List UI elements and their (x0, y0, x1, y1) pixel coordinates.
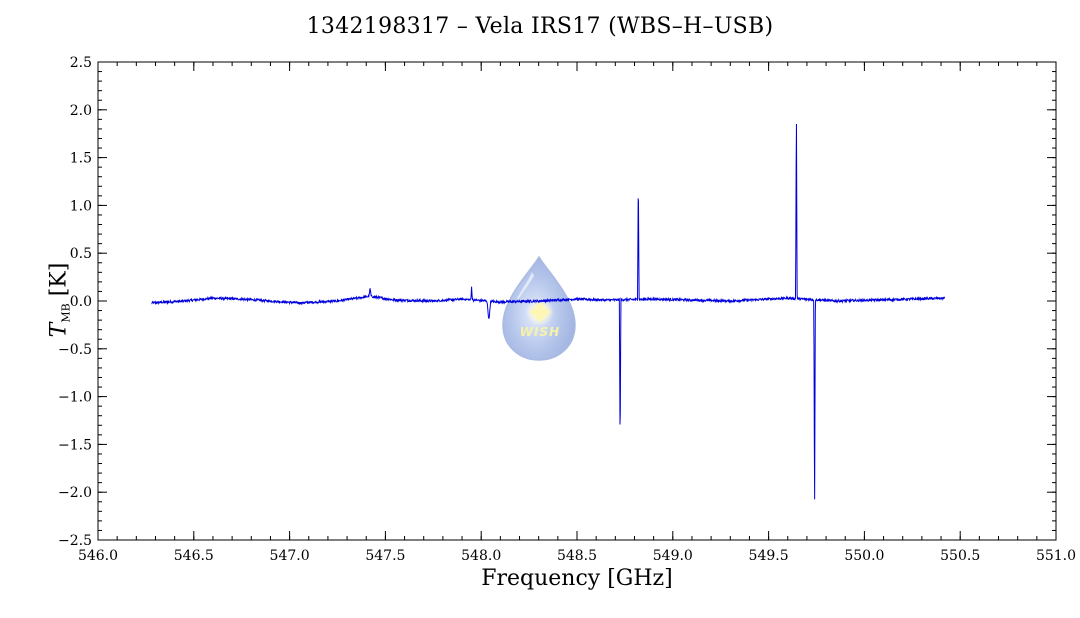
x-tick-label: 550.0 (844, 548, 884, 564)
x-tick-label: 550.5 (940, 548, 980, 564)
y-tick-label: −0.5 (58, 342, 92, 358)
wish-logo: WISH (502, 255, 576, 361)
x-tick-label: 547.0 (270, 548, 310, 564)
x-tick-label: 548.0 (461, 548, 501, 564)
y-tick-label: 1.5 (70, 151, 92, 167)
y-tick-label: −1.0 (58, 390, 92, 406)
y-tick-label: 1.0 (70, 198, 92, 214)
chart-title: 1342198317 – Vela IRS17 (WBS–H–USB) (306, 14, 774, 39)
y-tick-label: 2.0 (70, 103, 92, 119)
x-tick-label: 546.0 (78, 548, 118, 564)
axis-tick-labels: 546.0 546.5 547.0 547.5 548.0 548.5 549.0 549.5… (58, 55, 1076, 564)
y-tick-label: 2.5 (70, 55, 92, 71)
wish-logo-text: WISH (520, 325, 560, 339)
x-tick-label: 549.5 (749, 548, 789, 564)
spectrum-line (151, 124, 946, 500)
x-tick-label: 547.5 (365, 548, 405, 564)
y-tick-label: −2.5 (58, 533, 92, 549)
x-tick-label: 546.5 (174, 548, 214, 564)
plot-frame (97, 61, 1057, 541)
y-tick-label: 0.0 (70, 294, 92, 310)
axis-ticks (97, 61, 1057, 541)
x-tick-label: 548.5 (557, 548, 597, 564)
x-tick-label: 551.0 (1036, 548, 1076, 564)
x-axis-label: Frequency [GHz] (481, 566, 673, 591)
x-tick-label: 549.0 (653, 548, 693, 564)
y-axis-label: TMB [K] (46, 262, 73, 338)
y-tick-label: −2.0 (58, 485, 92, 501)
y-tick-label: −1.5 (58, 437, 92, 453)
y-tick-label: 0.5 (70, 246, 92, 262)
